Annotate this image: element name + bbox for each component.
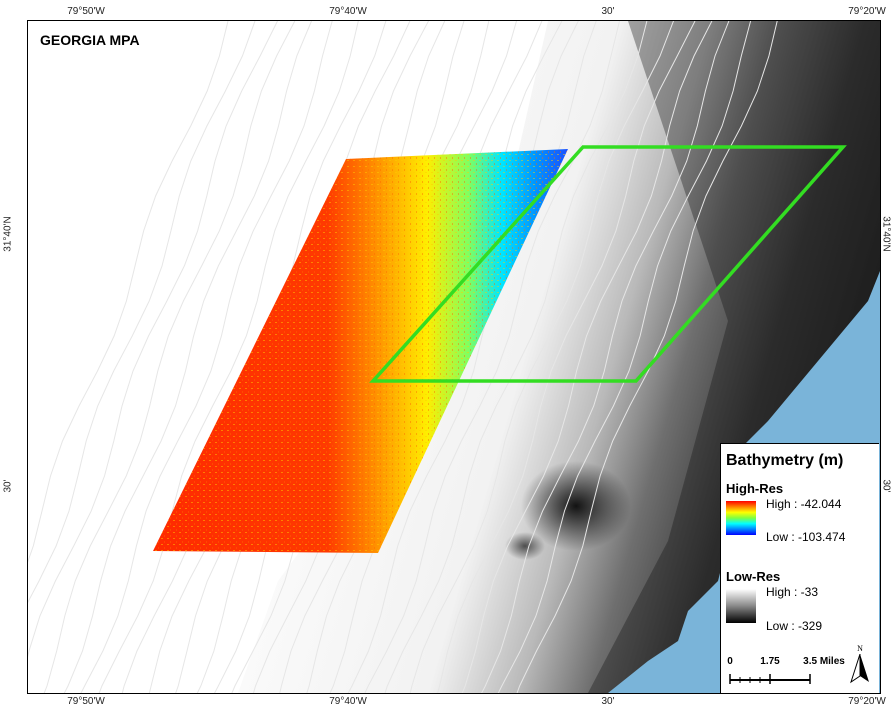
contour-line [28,21,229,563]
map-title: GEORGIA MPA [40,32,140,48]
lowres-deep-depression [521,461,631,551]
map-frame[interactable]: GEORGIA MPA Bathymetry (m) High-Res High… [27,20,881,694]
north-arrow-icon: N [849,644,871,684]
contour-line [516,21,778,693]
top-tick-label: 79°20'W [848,6,886,17]
legend-title: Bathymetry (m) [726,452,844,469]
left-tick-label: 31°40'N [2,216,14,252]
scale-bar-label: 1.75 [760,656,780,667]
contour-line [63,21,312,693]
north-label: N [857,644,863,653]
bottom-tick-label: 79°50'W [67,696,105,707]
lowres-deep-depression [505,532,545,560]
scale-bar-graphic [729,674,811,684]
contour-line [80,21,333,693]
legend-highres-color-ramp [726,501,756,535]
contour-line [43,21,296,693]
legend-lowres-high-value: High : -33 [766,585,819,599]
top-tick-label: 79°50'W [67,6,105,17]
contour-line [409,21,674,693]
contour-line [437,21,696,693]
legend-lowres-label: Low-Res [726,569,781,584]
legend-highres-high-value: High : -42.044 [766,497,842,511]
contour-line [497,21,752,693]
top-tick-label: 30' [601,6,615,17]
contour-line [28,21,278,658]
lowres-bathymetry-slope [238,21,880,693]
contour-line [98,21,359,693]
north-arrow-graphic [850,654,869,684]
scale-bar-label: 0 [727,656,733,667]
bottom-tick-label: 79°20'W [848,696,886,707]
contour-line [481,21,730,693]
mpa-boundary[interactable] [369,145,847,383]
contour-line [461,21,713,693]
legend-highres-label: High-Res [726,481,784,496]
legend-panel: Bathymetry (m) High-Res High : -42.044 L… [720,443,879,693]
legend-lowres-color-ramp [726,589,756,623]
scale-bar: 0 1.75 3.5 Miles [727,656,847,686]
bottom-tick-label: 30' [601,696,615,707]
right-tick-label: 31°40'N [880,216,891,252]
left-tick-label: 30' [2,479,14,493]
contour-line [364,21,620,693]
contour-line [347,21,597,693]
legend-highres-low-value: Low : -103.474 [766,530,846,544]
highres-texture [153,149,568,553]
scale-bar-label: 3.5 Miles [803,656,845,667]
contour-line [28,21,256,603]
bottom-tick-label: 79°40'W [329,696,367,707]
legend-lowres-low-value: Low : -329 [766,619,823,633]
right-tick-label: 30' [880,479,891,493]
contour-line [384,21,648,693]
top-tick-label: 79°40'W [329,6,367,17]
